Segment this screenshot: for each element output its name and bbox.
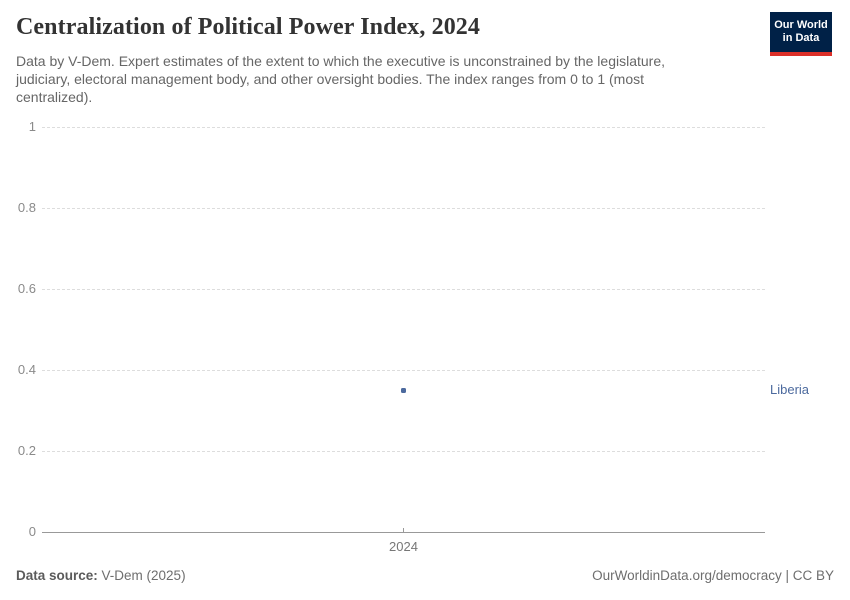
y-tick-label: 0.4 xyxy=(17,362,36,377)
page-title: Centralization of Political Power Index,… xyxy=(16,14,480,40)
x-tick-label: 2024 xyxy=(389,539,418,554)
data-source-value: V-Dem (2025) xyxy=(97,568,186,583)
data-source-label: Data source: xyxy=(16,568,98,583)
x-tick-mark xyxy=(403,528,404,533)
data-point-liberia[interactable] xyxy=(401,387,406,393)
y-tick-label: 1 xyxy=(28,119,36,134)
owid-logo-line2: in Data xyxy=(782,32,820,44)
chart-subtitle: Data by V-Dem. Expert estimates of the e… xyxy=(16,52,665,106)
owid-logo-line1: Our World xyxy=(774,19,828,31)
y-gridline xyxy=(42,451,765,452)
subtitle-line: judiciary, electoral management body, an… xyxy=(16,71,645,87)
y-gridline xyxy=(42,370,765,371)
y-tick-label: 0.8 xyxy=(17,200,36,215)
y-tick-label: 0.2 xyxy=(17,443,36,458)
y-gridline xyxy=(42,208,765,209)
owid-logo[interactable]: Our World in Data xyxy=(770,12,832,56)
entity-label-liberia[interactable]: Liberia xyxy=(770,382,810,398)
y-tick-label: 0.6 xyxy=(17,281,36,296)
subtitle-line: Data by V-Dem. Expert estimates of the e… xyxy=(16,53,666,69)
y-tick-label: 0 xyxy=(28,524,36,539)
y-gridline xyxy=(42,127,765,128)
chart-footer: Data source: V-Dem (2025) OurWorldinData… xyxy=(16,568,834,583)
y-gridline xyxy=(42,289,765,290)
subtitle-line: centralized). xyxy=(16,89,93,105)
attribution-link[interactable]: OurWorldinData.org/democracy | CC BY xyxy=(592,568,834,583)
data-source-note: Data source: V-Dem (2025) xyxy=(16,568,186,583)
